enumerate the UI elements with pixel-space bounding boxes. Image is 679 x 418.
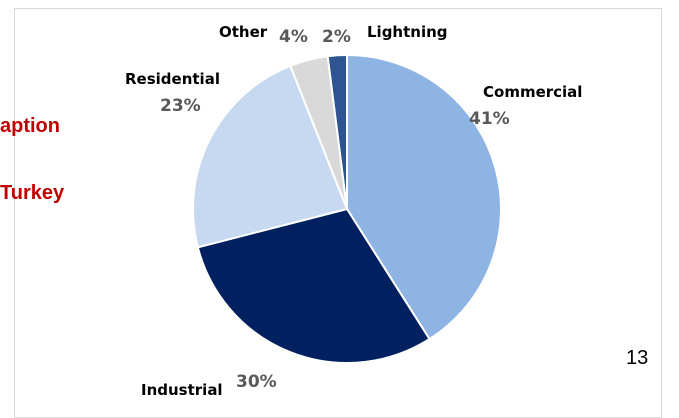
label-lightning-pct: 2% <box>322 27 351 47</box>
label-industrial-name: Industrial <box>141 381 223 399</box>
page-number: 13 <box>626 347 649 369</box>
label-industrial-pct: 30% <box>236 372 277 392</box>
label-residential-pct: 23% <box>160 96 201 116</box>
label-residential-name: Residential <box>125 70 220 88</box>
side-text-line-1: aption <box>0 115 60 137</box>
label-commercial-name: Commercial <box>483 83 582 101</box>
label-other-name: Other <box>219 23 268 41</box>
pie-slice-lightning <box>326 53 348 210</box>
pie-labels: Commercial 41% Industrial 30% Residentia… <box>125 23 582 399</box>
pie-slices <box>192 53 502 364</box>
pie-slice-industrial <box>196 207 431 364</box>
pie-chart: Commercial 41% Industrial 30% Residentia… <box>125 23 582 399</box>
pie-slice-residential <box>192 64 349 249</box>
side-text-line-2: Turkey <box>0 182 65 204</box>
label-commercial-pct: 41% <box>469 109 510 129</box>
label-lightning-name: Lightning <box>367 23 448 41</box>
label-other-pct: 4% <box>279 27 308 47</box>
